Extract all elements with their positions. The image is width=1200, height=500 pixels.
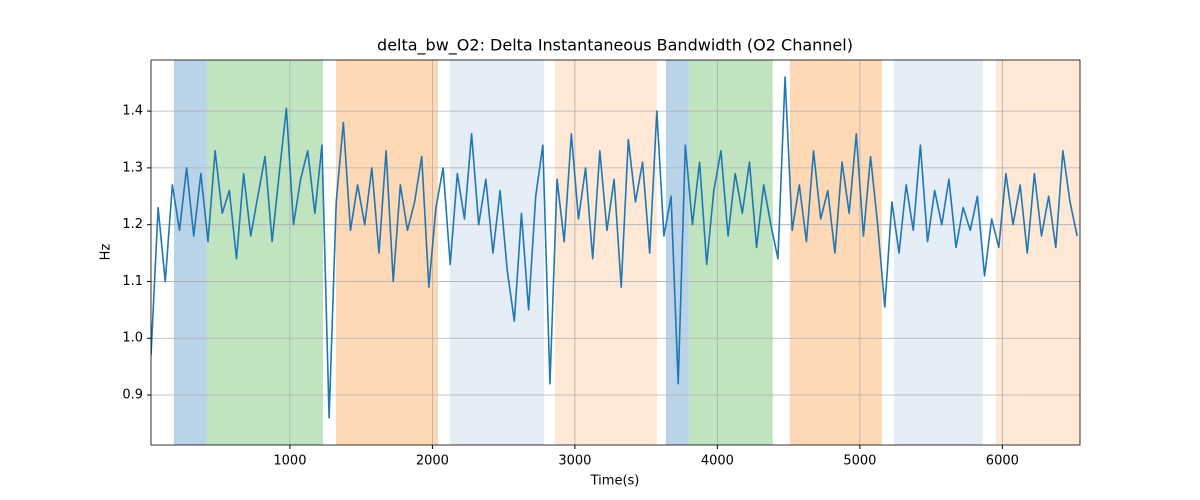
plot-frame — [150, 59, 1081, 446]
y-tick-label: 1.2 — [122, 217, 143, 232]
shaded-span — [335, 60, 438, 445]
y-tick-label: 1.4 — [122, 104, 143, 119]
y-axis-label: Hz — [99, 244, 114, 261]
x-tick-label: 3000 — [558, 454, 591, 469]
x-tick-label: 1000 — [273, 454, 306, 469]
shaded-span — [893, 60, 983, 445]
shaded-span — [173, 60, 207, 445]
y-tick-label: 1.0 — [122, 331, 143, 346]
y-tick-label: 1.3 — [122, 160, 143, 175]
shaded-span — [449, 60, 544, 445]
shaded-span — [554, 60, 657, 445]
x-axis-label: Time(s) — [590, 474, 640, 489]
x-tick-label: 4000 — [701, 454, 734, 469]
shaded-span — [995, 60, 1080, 445]
x-tick-label: 2000 — [416, 454, 449, 469]
x-tick-label: 5000 — [843, 454, 876, 469]
shaded-span — [206, 60, 323, 445]
shaded-span — [665, 60, 689, 445]
y-tick-label: 0.9 — [122, 388, 143, 403]
x-tick-label: 6000 — [986, 454, 1019, 469]
y-tick-label: 1.1 — [122, 274, 143, 289]
chart-title: delta_bw_O2: Delta Instantaneous Bandwid… — [377, 36, 853, 56]
shaded-span — [789, 60, 882, 445]
shaded-span — [688, 60, 773, 445]
data-line — [151, 76, 1078, 419]
